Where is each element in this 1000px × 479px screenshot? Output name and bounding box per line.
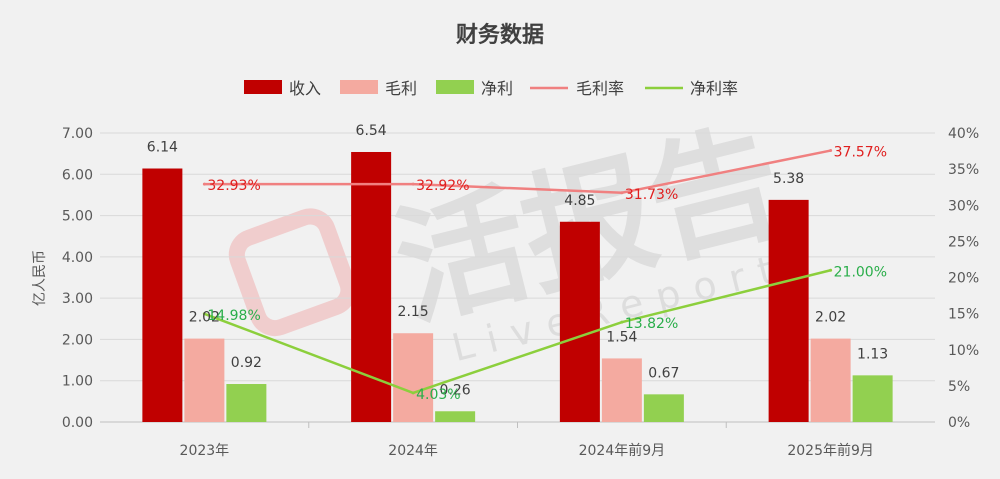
line-value-label: 14.98% [207,308,260,324]
bar [601,358,642,422]
watermark-logo [228,208,357,337]
bar [643,394,684,422]
line-point [829,149,833,153]
line-value-label: 32.92% [416,178,469,194]
legend-swatch [244,80,282,94]
line-point [411,391,415,395]
watermark: 活报告LiveReport [228,104,796,370]
bar [142,168,183,422]
bar [393,333,434,422]
y2-tick-label: 15% [948,307,979,323]
legend-label: 收入 [289,79,321,98]
x-tick-label: 2025年前9月 [787,442,874,459]
data-labels: 6.14 6.54 4.85 5.38 2.02 2.15 1.54 2.02 0.92 0.26… [147,123,888,403]
bar-value-label: 4.85 [564,193,595,209]
lines [202,149,833,395]
bar-value-label: 0.92 [231,355,262,371]
y2-tick-label: 0% [948,415,970,431]
bar [184,338,225,422]
y-tick-label: 1.00 [62,374,93,390]
y-axis-right: 0% 5% 10% 15% 20% 25% 30% 35% 40% [948,126,979,431]
line-value-label: 13.82% [625,316,678,332]
bar [810,338,851,422]
y-tick-label: 7.00 [62,126,93,142]
line-point [411,182,415,186]
line-point [829,268,833,272]
x-tick-label: 2024年前9月 [579,442,666,459]
y2-tick-label: 5% [948,379,970,395]
bar-value-label: 2.02 [815,310,846,326]
bar-value-label: 0.67 [648,365,679,381]
y2-tick-label: 30% [948,198,979,214]
y-axis-left: 0.00 1.00 2.00 3.00 4.00 5.00 6.00 7.00 [62,126,93,431]
line-value-label: 21.00% [834,264,887,280]
line-point [620,320,624,324]
legend: 收入 毛利 净利 毛利率 净利率 [244,79,738,98]
line-value-label: 37.57% [834,145,887,161]
y2-tick-label: 25% [948,234,979,250]
legend-label: 毛利率 [576,79,624,98]
y2-tick-label: 40% [948,126,979,142]
line-value-label: 31.73% [625,187,678,203]
line-point [202,182,206,186]
bar-value-label: 6.54 [356,123,387,139]
bar-value-label: 1.54 [606,329,637,345]
bar-value-label: 5.38 [773,171,804,187]
y-tick-label: 5.00 [62,209,93,225]
line-value-label: 4.03% [416,387,460,403]
legend-label: 净利 [481,79,513,98]
bar-value-label: 6.14 [147,140,178,156]
legend-swatch [340,80,378,94]
line-point [620,191,624,195]
line-value-label: 32.93% [207,178,260,194]
line-series [203,269,831,395]
bar [852,375,893,422]
bar [435,411,476,422]
y2-tick-label: 35% [948,162,979,178]
y2-tick-label: 20% [948,271,979,287]
bar [768,199,809,422]
y-tick-label: 4.00 [62,250,93,266]
bar-value-label: 1.13 [857,346,888,362]
y-axis-title: 亿人民币 [32,250,48,306]
x-tick-label: 2023年 [180,443,230,459]
y2-tick-label: 10% [948,343,979,359]
legend-label: 毛利 [385,79,417,98]
y-tick-label: 6.00 [62,167,93,183]
legend-swatch [436,80,474,94]
bar-value-label: 0.26 [440,382,471,398]
bar [226,384,267,422]
y-tick-label: 0.00 [62,415,93,431]
line-series [204,149,831,195]
bar [559,221,600,422]
bar-value-label: 2.15 [398,304,429,320]
x-tick-label: 2024年 [388,443,438,459]
y-tick-label: 2.00 [62,332,93,348]
x-axis: 2023年 2024年 2024年前9月 2025年前9月 [100,421,935,459]
legend-label: 净利率 [690,79,738,98]
chart-title: 财务数据 [456,22,544,48]
bar-value-label: 2.02 [189,310,220,326]
line-point [202,312,206,316]
y-tick-label: 3.00 [62,291,93,307]
